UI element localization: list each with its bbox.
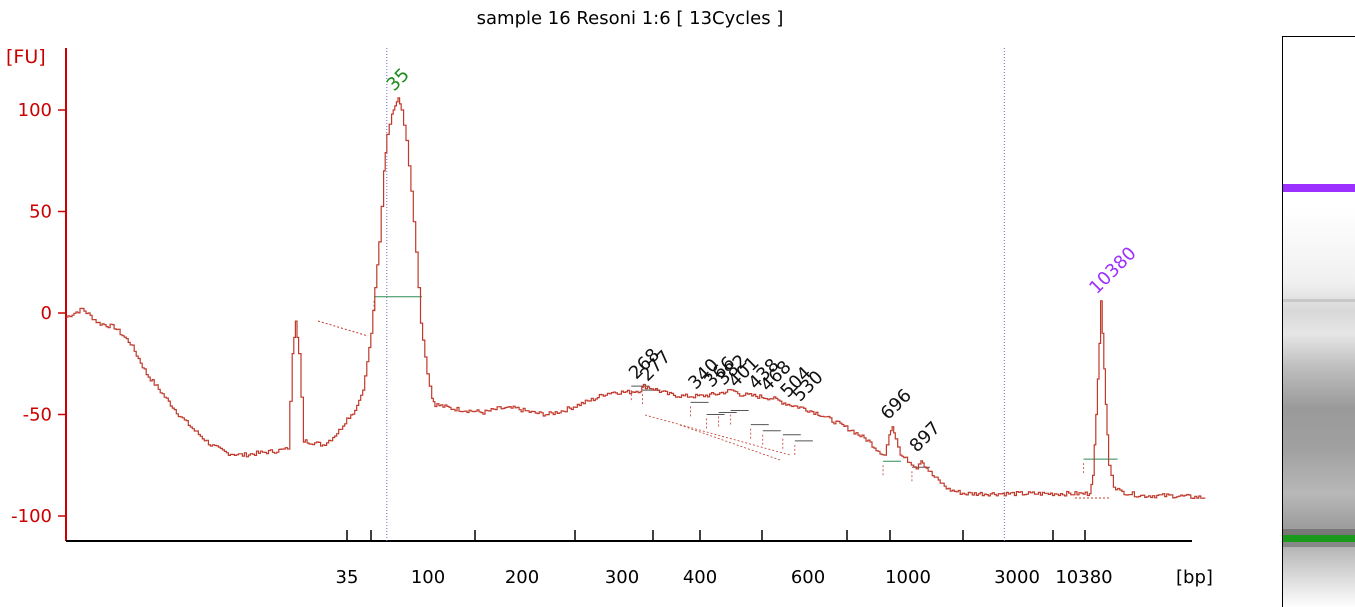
- gel-image: [1282, 36, 1355, 607]
- peak-dotted-baseline: [317, 320, 369, 337]
- region-dividers: [386, 48, 1005, 541]
- y-axis-label: [FU]: [6, 46, 46, 68]
- chart-title: sample 16 Resoni 1:6 [ 13Cycles ]: [476, 8, 784, 29]
- peak-dotted-baseline: [679, 424, 781, 461]
- y-tick-label: -50: [23, 405, 52, 426]
- x-tick-label: 10380: [1055, 567, 1112, 588]
- gel-band-upper-marker: [1283, 184, 1355, 192]
- gel-lane: [1283, 37, 1355, 607]
- peak-label: 696: [877, 385, 916, 424]
- x-tick-label: 600: [791, 567, 825, 588]
- axes: [65, 48, 1192, 542]
- gel-band-lower-marker: [1283, 535, 1355, 542]
- peak-label: 35: [383, 64, 414, 95]
- peak-dotted-baseline: [644, 414, 791, 456]
- x-tick-label: 100: [411, 567, 445, 588]
- peak-baselines: [317, 296, 1118, 499]
- x-tick-label: 35: [336, 567, 359, 588]
- x-tick-label: 200: [505, 567, 539, 588]
- y-tick-label: 50: [29, 202, 52, 223]
- y-axis-ticks: 100 50 0 -50 -100: [11, 100, 66, 527]
- fluorescence-trace: [66, 97, 1206, 499]
- x-tick-label: 1000: [885, 567, 931, 588]
- x-tick-label: 3000: [994, 567, 1040, 588]
- y-tick-label: -100: [11, 506, 52, 527]
- peak-label: 897: [906, 418, 945, 457]
- y-tick-label: 0: [41, 303, 52, 324]
- x-axis-label: [bp]: [1176, 567, 1213, 588]
- x-tick-label: 300: [605, 567, 639, 588]
- x-axis-ticks: 35 100 200 300 400 600 1000 3000 10380: [336, 530, 1113, 588]
- x-tick-label: 400: [683, 567, 717, 588]
- peak-label: 10380: [1085, 243, 1140, 298]
- y-tick-label: 100: [18, 100, 52, 121]
